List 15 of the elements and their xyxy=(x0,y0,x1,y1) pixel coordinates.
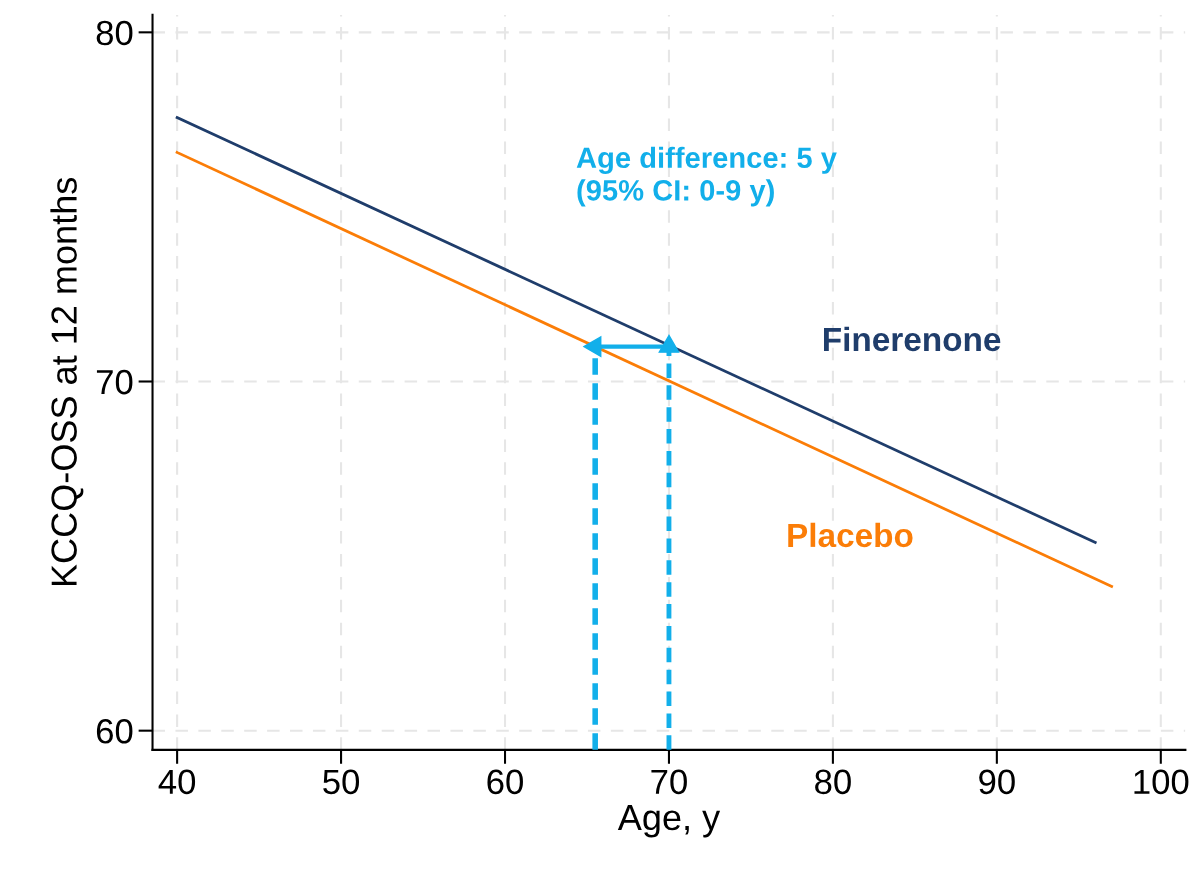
x-tick-label: 90 xyxy=(979,769,1015,795)
x-tick-label: 60 xyxy=(487,769,523,795)
x-tick-label: 100 xyxy=(1134,769,1189,795)
x-tick-label: 50 xyxy=(323,769,360,795)
series-label: Finerenone xyxy=(824,326,1001,352)
y-tick-label: 60 xyxy=(96,719,133,744)
x-axis-title: Age, y xyxy=(617,805,721,838)
x-tick-label: 70 xyxy=(651,769,687,795)
y-tick-label: 70 xyxy=(96,369,133,395)
y-axis-title: KCCQ-OSS at 12 months xyxy=(50,177,84,586)
annotation: Age difference: 5 y (95% CI: 0-9 y) xyxy=(576,146,837,207)
series-label: Placebo xyxy=(788,522,913,548)
y-tick-label: 80 xyxy=(96,20,133,46)
x-tick-label: 40 xyxy=(158,769,196,795)
x-tick-label: 80 xyxy=(815,769,851,795)
